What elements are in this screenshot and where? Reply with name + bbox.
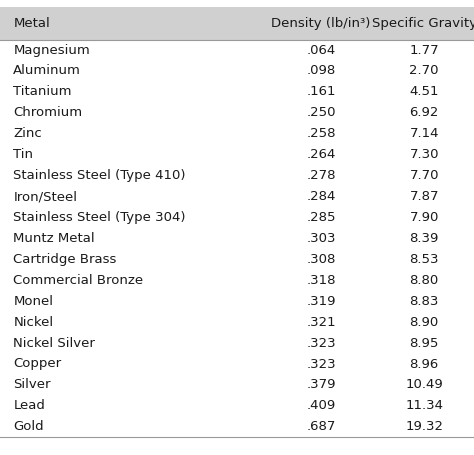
- Text: 8.80: 8.80: [410, 274, 439, 287]
- Text: Stainless Steel (Type 410): Stainless Steel (Type 410): [13, 169, 186, 182]
- Text: .319: .319: [306, 295, 336, 308]
- Text: 7.87: 7.87: [410, 190, 439, 203]
- Text: 4.51: 4.51: [410, 86, 439, 98]
- Bar: [0, 207, 474, 228]
- Bar: [0, 228, 474, 249]
- Text: .284: .284: [307, 190, 336, 203]
- Bar: [0, 312, 474, 333]
- Text: Magnesium: Magnesium: [13, 44, 90, 56]
- Bar: [0, 249, 474, 270]
- Bar: [0, 123, 474, 144]
- Text: 7.30: 7.30: [410, 148, 439, 161]
- Text: Tin: Tin: [13, 148, 33, 161]
- Text: Silver: Silver: [13, 379, 51, 391]
- Text: .161: .161: [306, 86, 336, 98]
- Bar: [0, 395, 474, 416]
- Bar: [0, 333, 474, 354]
- Text: 2.70: 2.70: [410, 65, 439, 77]
- Text: .264: .264: [307, 148, 336, 161]
- Text: Specific Gravity: Specific Gravity: [372, 17, 474, 30]
- Text: .323: .323: [306, 358, 336, 370]
- Text: .321: .321: [306, 316, 336, 329]
- Text: .258: .258: [306, 127, 336, 140]
- Text: 8.90: 8.90: [410, 316, 439, 329]
- Bar: [0, 40, 474, 61]
- Text: Zinc: Zinc: [13, 127, 42, 140]
- Text: .323: .323: [306, 337, 336, 349]
- Bar: [0, 186, 474, 207]
- Text: .318: .318: [306, 274, 336, 287]
- Text: .250: .250: [306, 106, 336, 119]
- Text: Nickel Silver: Nickel Silver: [13, 337, 95, 349]
- Text: 8.95: 8.95: [410, 337, 439, 349]
- Bar: [0, 7, 474, 40]
- Bar: [0, 416, 474, 437]
- Text: 19.32: 19.32: [405, 420, 443, 433]
- Bar: [0, 270, 474, 291]
- Text: Stainless Steel (Type 304): Stainless Steel (Type 304): [13, 211, 186, 224]
- Text: 11.34: 11.34: [405, 399, 443, 412]
- Text: 6.92: 6.92: [410, 106, 439, 119]
- Text: 8.96: 8.96: [410, 358, 439, 370]
- Text: 7.14: 7.14: [410, 127, 439, 140]
- Bar: [0, 291, 474, 312]
- Text: .285: .285: [306, 211, 336, 224]
- Bar: [0, 354, 474, 374]
- Text: Chromium: Chromium: [13, 106, 82, 119]
- Text: 10.49: 10.49: [405, 379, 443, 391]
- Text: 8.39: 8.39: [410, 232, 439, 245]
- Text: 8.53: 8.53: [410, 253, 439, 266]
- Text: 8.83: 8.83: [410, 295, 439, 308]
- Text: Cartridge Brass: Cartridge Brass: [13, 253, 117, 266]
- Text: 7.90: 7.90: [410, 211, 439, 224]
- Text: .064: .064: [307, 44, 336, 56]
- Text: .687: .687: [307, 420, 336, 433]
- Bar: [0, 102, 474, 123]
- Text: Iron/Steel: Iron/Steel: [13, 190, 77, 203]
- Text: .303: .303: [306, 232, 336, 245]
- Text: Aluminum: Aluminum: [13, 65, 81, 77]
- Bar: [0, 374, 474, 395]
- Bar: [0, 165, 474, 186]
- Text: .379: .379: [306, 379, 336, 391]
- Text: Monel: Monel: [13, 295, 53, 308]
- Text: .278: .278: [306, 169, 336, 182]
- Text: Nickel: Nickel: [13, 316, 54, 329]
- Text: Copper: Copper: [13, 358, 62, 370]
- Bar: [0, 81, 474, 102]
- Text: Metal: Metal: [13, 17, 50, 30]
- Bar: [0, 61, 474, 81]
- Text: Commercial Bronze: Commercial Bronze: [13, 274, 144, 287]
- Text: 1.77: 1.77: [410, 44, 439, 56]
- Text: 7.70: 7.70: [410, 169, 439, 182]
- Text: Titanium: Titanium: [13, 86, 72, 98]
- Text: Gold: Gold: [13, 420, 44, 433]
- Text: .098: .098: [307, 65, 336, 77]
- Bar: [0, 144, 474, 165]
- Text: .308: .308: [307, 253, 336, 266]
- Text: Lead: Lead: [13, 399, 45, 412]
- Text: Density (lb/in³): Density (lb/in³): [272, 17, 371, 30]
- Text: Muntz Metal: Muntz Metal: [13, 232, 95, 245]
- Text: .409: .409: [307, 399, 336, 412]
